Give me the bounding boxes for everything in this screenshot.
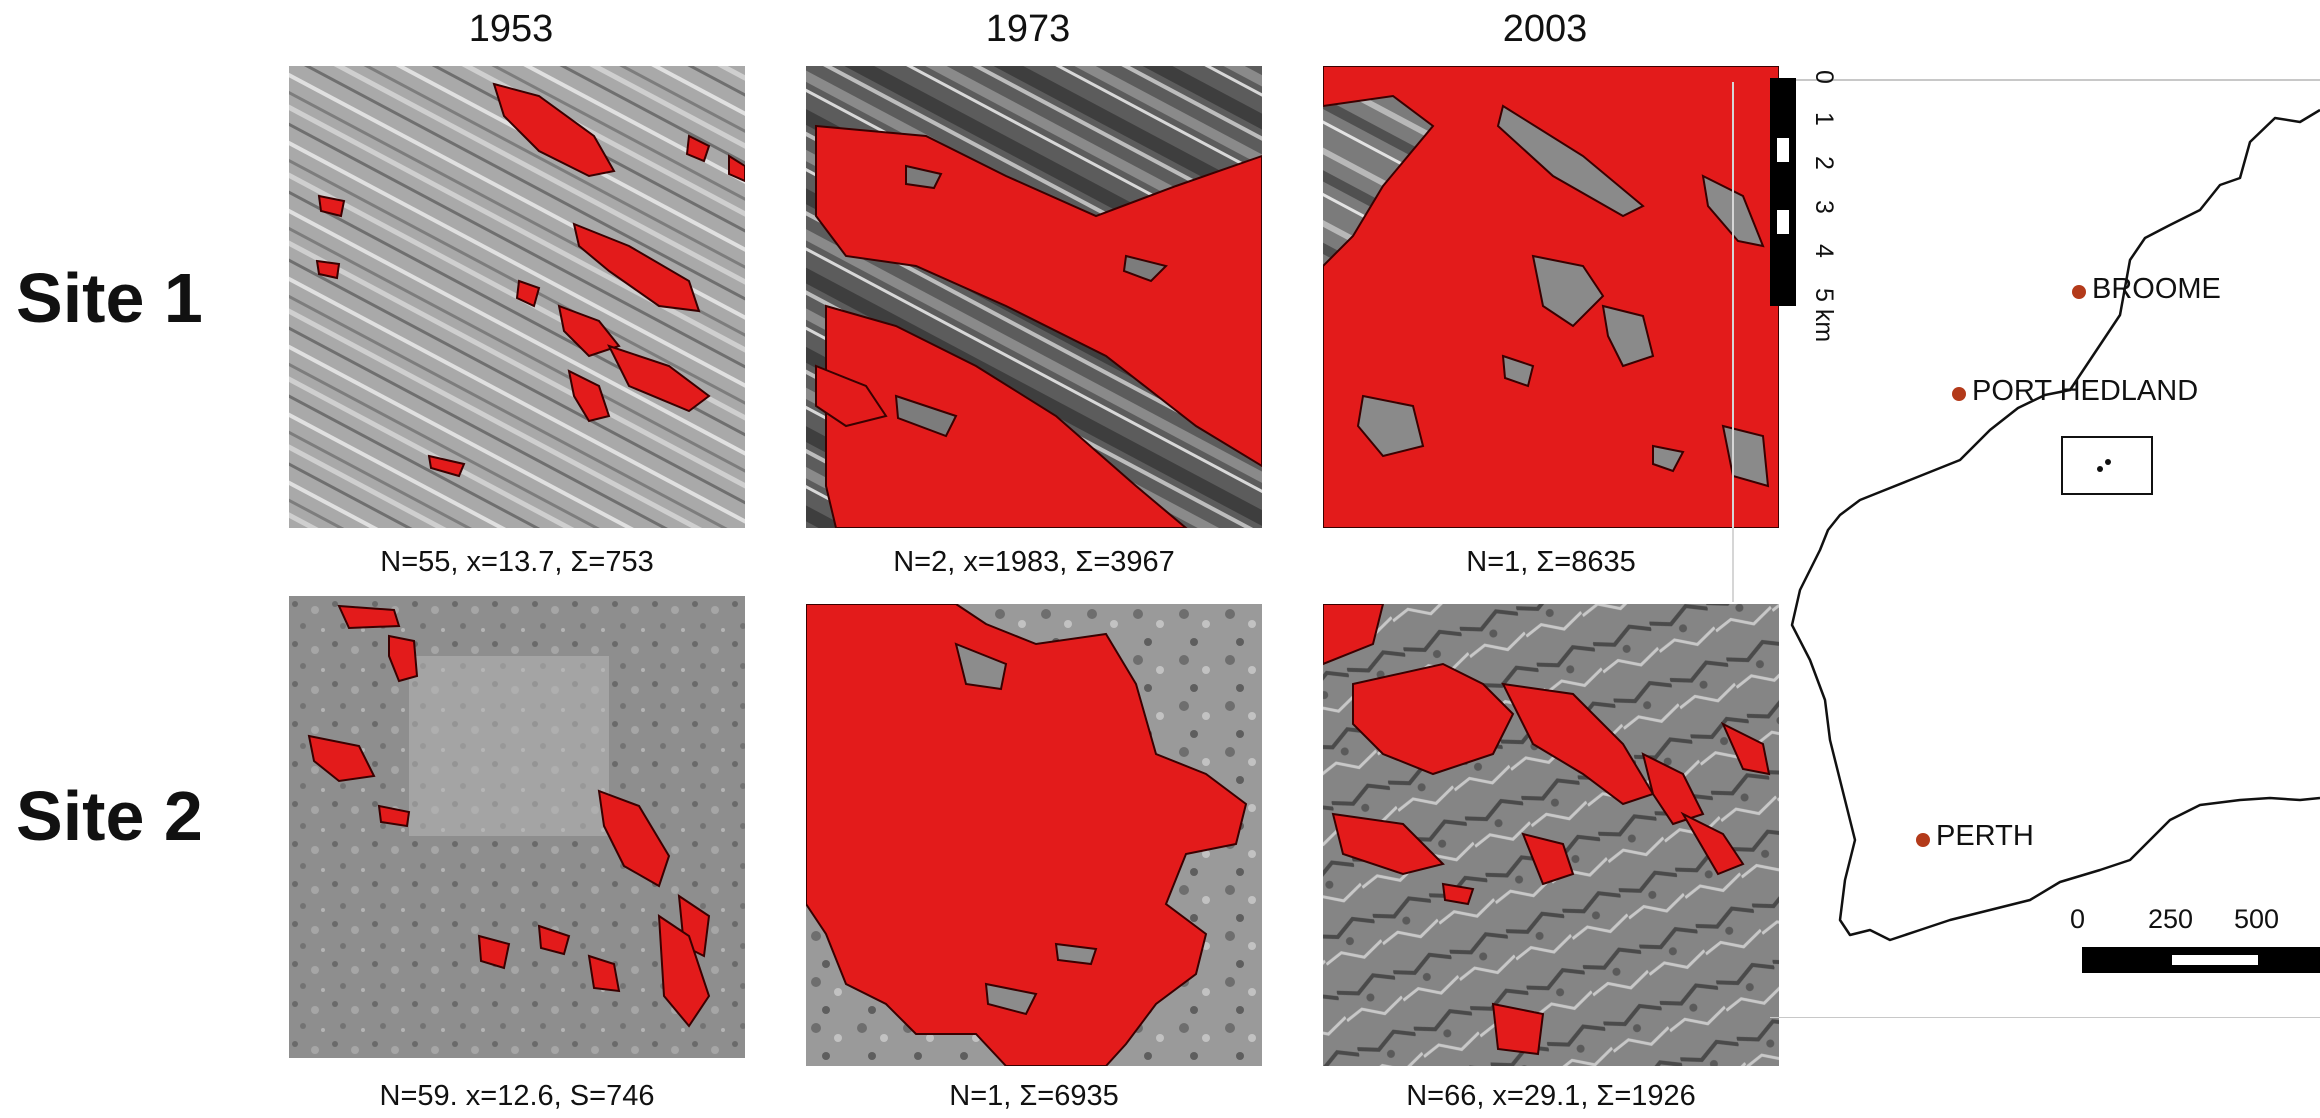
divider-line [1732, 82, 1734, 602]
h-scale-label-500: 500 [2234, 904, 2280, 934]
v-scale-label-0: 0 [1810, 70, 1838, 84]
vertical-scale-bar [1770, 78, 1796, 306]
year-heading-1973: 1973 [985, 8, 1071, 50]
site1-1973-stat: N=2, x=1983, Σ=3967 [893, 546, 1175, 578]
site-location-box [2061, 436, 2153, 495]
location-map: BROOME PORT HEDLAND PERTH 0 250 500 0 1 … [1770, 60, 2320, 1018]
v-scale-label-5km: 5 km [1810, 288, 1838, 343]
city-label-port-hedland: PORT HEDLAND [1972, 375, 2199, 407]
year-heading-2003: 2003 [1502, 8, 1588, 50]
perth-dot [1916, 833, 1930, 847]
site1-2003-stat: N=1, Σ=8635 [1466, 546, 1636, 578]
h-scale-label-250: 250 [2148, 904, 2194, 934]
year-heading-1953: 1953 [468, 8, 554, 50]
site2-2003-stat: N=66, x=29.1, Σ=1926 [1406, 1080, 1696, 1112]
site1-1953-image [289, 66, 745, 528]
site1-1973-image [806, 66, 1262, 528]
site2-1973-image [806, 604, 1262, 1066]
v-scale-label-3: 3 [1810, 200, 1838, 214]
site2-1953-stat: N=59. x=12.6, S=746 [379, 1080, 655, 1112]
coastline [1790, 108, 2320, 942]
site-2-label: Site 2 [16, 777, 203, 855]
h-scale-label-0: 0 [2070, 904, 2086, 934]
site2-1953-image [289, 596, 745, 1058]
v-scale-label-4: 4 [1810, 244, 1838, 258]
port-hedland-dot [1952, 387, 1966, 401]
site-1-label: Site 1 [16, 259, 203, 337]
site2-2003-image [1323, 604, 1779, 1066]
site2-1973-stat: N=1, Σ=6935 [949, 1080, 1119, 1112]
city-label-broome: BROOME [2092, 273, 2221, 305]
v-scale-label-1: 1 [1810, 112, 1838, 126]
broome-dot [2072, 285, 2086, 299]
city-label-perth: PERTH [1936, 820, 2034, 852]
site1-2003-image [1323, 66, 1779, 528]
v-scale-label-2: 2 [1810, 156, 1838, 170]
site1-1953-stat: N=55, x=13.7, Σ=753 [380, 546, 654, 578]
